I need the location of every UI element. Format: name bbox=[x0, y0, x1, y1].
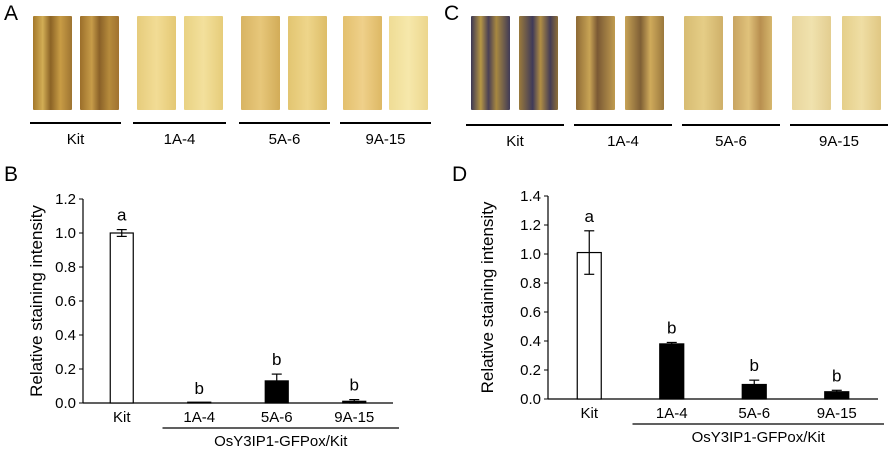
y-tick-label: 0.2 bbox=[520, 362, 541, 379]
leaf-photo bbox=[792, 16, 831, 110]
y-tick-label: 0.8 bbox=[55, 259, 76, 276]
leaf-photo bbox=[471, 16, 510, 110]
leaf-photo bbox=[288, 16, 327, 110]
leaf-photo bbox=[684, 16, 723, 110]
significance-letter: a bbox=[117, 206, 127, 225]
y-tick-label: 0.4 bbox=[520, 333, 541, 350]
y-tick-label: 1.2 bbox=[520, 217, 541, 234]
leaf-photo bbox=[33, 16, 72, 110]
x-tick-label: 5A-6 bbox=[261, 409, 293, 426]
x-tick-label: Kit bbox=[113, 409, 131, 426]
y-tick-label: 0.0 bbox=[520, 391, 541, 408]
panel-letter-a: A bbox=[4, 2, 19, 25]
group-underline bbox=[574, 124, 672, 126]
group-label-1a-4: 1A-4 bbox=[163, 131, 196, 148]
group-label-kit: Kit bbox=[506, 133, 524, 150]
group-label-9a-15: 9A-15 bbox=[365, 131, 406, 148]
group-underline bbox=[30, 122, 121, 124]
group-bracket-label: OsY3IP1-GFPox/Kit bbox=[214, 433, 348, 450]
panel-letter-b: B bbox=[4, 163, 19, 186]
group-label-5a-6: 5A-6 bbox=[268, 131, 301, 148]
y-tick-label: 1.0 bbox=[520, 246, 541, 263]
significance-letter: b bbox=[350, 376, 359, 395]
group-underline bbox=[682, 124, 780, 126]
group-label-9a-15: 9A-15 bbox=[818, 133, 860, 150]
y-tick-label: 0.6 bbox=[55, 293, 76, 310]
bar-1a-4 bbox=[659, 343, 685, 400]
group-underline bbox=[133, 122, 226, 124]
leaf-photo bbox=[137, 16, 176, 110]
leaf-photo bbox=[519, 16, 558, 110]
group-underline bbox=[340, 122, 431, 124]
leaf-photo bbox=[576, 16, 615, 110]
group-underline bbox=[790, 124, 888, 126]
x-tick-label: 1A-4 bbox=[656, 405, 688, 422]
leaf-photo bbox=[241, 16, 280, 110]
leaf-photo bbox=[733, 16, 772, 110]
y-tick-label: 0.0 bbox=[55, 395, 76, 412]
y-tick-label: 1.2 bbox=[55, 191, 76, 208]
y-tick-label: 0.4 bbox=[55, 327, 76, 344]
x-tick-label: 5A-6 bbox=[738, 405, 770, 422]
significance-letter: b bbox=[272, 350, 281, 369]
leaf-photo bbox=[343, 16, 382, 110]
y-tick-label: 1.0 bbox=[55, 225, 76, 242]
leaf-photo bbox=[389, 16, 428, 110]
x-tick-label: Kit bbox=[580, 405, 598, 422]
leaf-photo bbox=[625, 16, 664, 110]
y-tick-label: 0.2 bbox=[55, 361, 76, 378]
significance-letter: b bbox=[750, 356, 759, 375]
panel-letter-c: C bbox=[444, 2, 460, 25]
x-tick-label: 1A-4 bbox=[183, 409, 215, 426]
group-underline bbox=[466, 124, 564, 126]
x-tick-label: 9A-15 bbox=[817, 405, 857, 422]
bar-kit bbox=[109, 232, 134, 404]
group-bracket-label: OsY3IP1-GFPox/Kit bbox=[692, 429, 826, 446]
y-axis-label: Relative staining intensity bbox=[478, 201, 497, 393]
bar-1a-4 bbox=[187, 401, 212, 404]
significance-letter: a bbox=[585, 207, 595, 226]
chart-d: 0.0 0.2 0.4 0.6 0.8 1.0 1.2 1.4 Relative stainin… bbox=[478, 188, 884, 446]
significance-letter: b bbox=[195, 379, 204, 398]
y-tick-label: 0.6 bbox=[520, 304, 541, 321]
group-label-1a-4: 1A-4 bbox=[607, 133, 639, 150]
group-label-kit: Kit bbox=[66, 131, 85, 148]
panel-letter-d: D bbox=[452, 163, 468, 186]
chart-b: 0.0 0.2 0.4 0.6 0.8 1.0 1.2 Relative staining i… bbox=[27, 191, 399, 450]
y-axis-label: Relative staining intensity bbox=[27, 205, 46, 397]
leaf-photo bbox=[184, 16, 223, 110]
y-tick-label: 1.4 bbox=[520, 188, 541, 205]
y-tick-label: 0.8 bbox=[520, 275, 541, 292]
group-underline bbox=[239, 122, 330, 124]
x-tick-label: 9A-15 bbox=[334, 409, 374, 426]
significance-letter: b bbox=[667, 318, 676, 337]
significance-letter: b bbox=[832, 366, 841, 385]
leaf-photo bbox=[842, 16, 881, 110]
leaf-photo bbox=[80, 16, 119, 110]
group-label-5a-6: 5A-6 bbox=[715, 133, 747, 150]
